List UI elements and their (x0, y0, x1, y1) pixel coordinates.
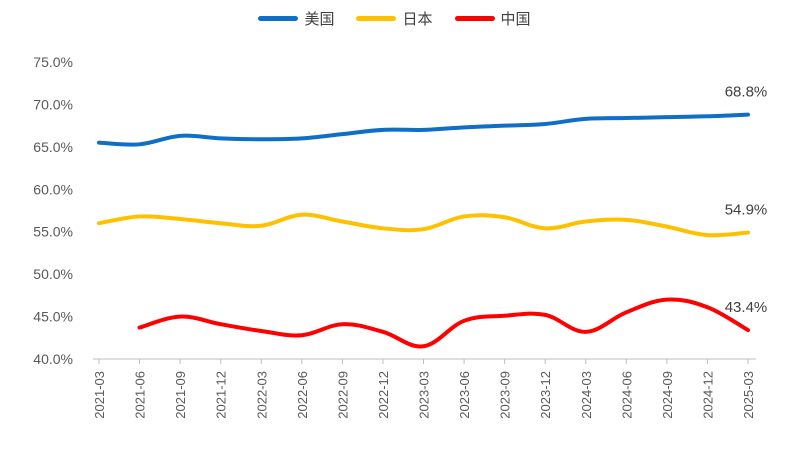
x-tick-label: 2024-06 (619, 371, 634, 419)
y-axis: 75.0% 70.0% 65.0% 60.0% 55.0% 50.0% 45.0% 40.0% (33, 54, 73, 367)
y-tick-label: 40.0% (33, 351, 73, 367)
y-tick-label: 75.0% (33, 54, 73, 70)
y-tick-label: 70.0% (33, 96, 73, 112)
x-tick-label: 2023-09 (498, 371, 513, 419)
x-tick-label: 2021-12 (214, 371, 229, 419)
legend-swatch-japan (356, 16, 397, 21)
x-tick-label: 2021-03 (92, 371, 107, 419)
series-layer (97, 112, 750, 349)
end-label-us: 68.8% (725, 84, 768, 101)
end-label-china: 43.4% (725, 299, 768, 316)
y-tick-label: 50.0% (33, 266, 73, 282)
y-tick-label: 45.0% (33, 309, 73, 325)
x-tick-label: 2021-09 (173, 371, 188, 419)
chart-legend: 美国 日本 中国 (0, 8, 789, 29)
x-tick-label: 2022-09 (335, 371, 350, 419)
legend-item-us: 美国 (258, 8, 334, 29)
series-line-japan (97, 212, 750, 238)
x-tick-label: 2022-12 (376, 371, 391, 419)
x-tick-label: 2023-06 (457, 371, 472, 419)
end-labels: 68.8% 54.9% 43.4% (725, 84, 768, 317)
x-tick-label: 2024-12 (700, 371, 715, 419)
x-tick-label: 2022-06 (295, 371, 310, 419)
series-line-us (97, 112, 750, 147)
legend-label-us: 美国 (304, 10, 335, 28)
x-tick-label: 2023-12 (538, 371, 553, 419)
x-tick-label: 2023-03 (417, 371, 432, 419)
x-axis: 2021-03 2021-06 2021-09 2021-12 2022-03 2022-… (92, 358, 756, 419)
legend-item-japan: 日本 (356, 8, 433, 29)
series-line-china (137, 297, 750, 349)
x-tick-label: 2024-09 (660, 371, 675, 419)
end-label-japan: 54.9% (725, 202, 768, 219)
x-tick-label: 2021-06 (133, 371, 148, 419)
legend-label-china: 中国 (500, 10, 531, 28)
legend-label-japan: 日本 (402, 10, 433, 28)
y-tick-label: 55.0% (33, 224, 73, 240)
legend-item-china: 中国 (454, 8, 531, 29)
x-tick-label: 2022-03 (254, 371, 269, 419)
legend-swatch-us (258, 16, 299, 21)
y-tick-label: 60.0% (33, 181, 73, 197)
legend-swatch-china (454, 16, 495, 21)
y-tick-label: 65.0% (33, 139, 73, 155)
x-tick-label: 2024-03 (579, 371, 594, 419)
x-tick-label: 2025-03 (741, 371, 756, 419)
